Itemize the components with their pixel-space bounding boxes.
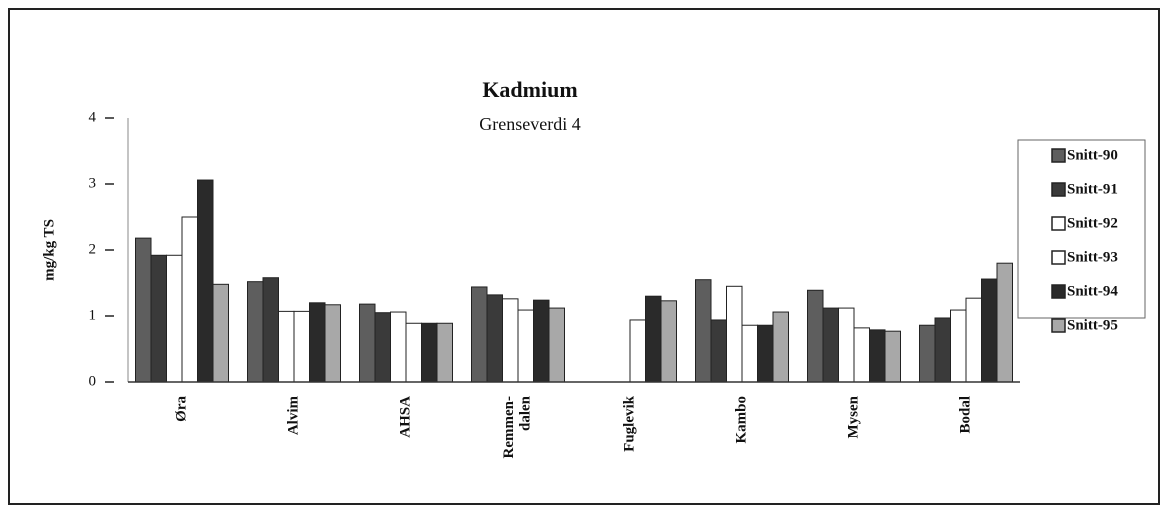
legend-label: Snitt-95 (1067, 317, 1118, 333)
bar (197, 179, 214, 383)
bar (533, 299, 550, 383)
bar (645, 295, 662, 383)
legend-box (1017, 139, 1146, 319)
frame (8, 8, 1160, 505)
bar (807, 289, 824, 383)
y-tick-label: 0 (89, 373, 97, 389)
bar (822, 307, 839, 383)
bar (695, 279, 712, 383)
y-tick-label: 3 (89, 175, 97, 191)
legend-label: Snitt-92 (1067, 215, 1118, 231)
legend-label: Snitt-90 (1067, 147, 1118, 163)
bar (629, 319, 646, 383)
x-tick-label: Øra (173, 396, 189, 422)
legend-label: Snitt-93 (1067, 249, 1118, 265)
legend-swatch (1051, 250, 1066, 265)
x-tick-label: Remmen-dalen (501, 395, 534, 458)
x-tick-label: Fuglevik (621, 395, 637, 451)
bar (726, 285, 743, 383)
bar (486, 294, 503, 383)
bar (853, 327, 870, 383)
y-axis-label: mg/kg TS (41, 219, 57, 281)
bar (390, 311, 407, 383)
legend-swatch (1051, 284, 1066, 299)
bar (309, 302, 326, 383)
bar (278, 310, 295, 383)
bar (181, 216, 198, 383)
bar (710, 319, 727, 383)
bar (436, 322, 453, 383)
bar (884, 330, 901, 383)
x-tick-label: AHSA (397, 396, 413, 438)
legend-swatch (1051, 182, 1066, 197)
bar (934, 317, 951, 383)
x-tick-label: Alvim (285, 396, 301, 436)
bar (965, 297, 982, 383)
bar (262, 277, 279, 383)
bar (324, 304, 341, 383)
bar (212, 283, 229, 383)
legend-swatch (1051, 148, 1066, 163)
legend-swatch (1051, 216, 1066, 231)
y-tick-label: 1 (89, 307, 97, 323)
bar (359, 303, 376, 383)
bar (247, 281, 264, 383)
chart-title: Kadmium (482, 77, 577, 102)
bar (293, 310, 310, 383)
bar (502, 298, 519, 383)
legend-label: Snitt-91 (1067, 181, 1118, 197)
y-tick-label: 4 (89, 109, 97, 125)
chart-subtitle: Grenseverdi 4 (479, 114, 580, 134)
x-tick-label: Kambo (733, 396, 749, 444)
legend-label: Snitt-94 (1067, 283, 1118, 299)
bar (660, 300, 677, 383)
x-tick-label: Bodal (957, 396, 973, 434)
bar (757, 324, 774, 383)
bar (981, 278, 998, 383)
bar (772, 311, 789, 383)
bar (166, 254, 183, 383)
bar (471, 286, 488, 383)
bar (741, 324, 758, 383)
bar (374, 312, 391, 383)
bar (517, 309, 534, 383)
bar (135, 237, 152, 383)
bar (421, 322, 438, 383)
bar (838, 307, 855, 383)
bar (869, 329, 886, 383)
bar (996, 262, 1013, 383)
bar (150, 254, 167, 383)
bar (919, 324, 936, 383)
legend-swatch (1051, 318, 1066, 333)
bar (548, 307, 565, 383)
x-tick-label: Mysen (845, 395, 861, 438)
y-tick-label: 2 (89, 241, 97, 257)
bar (950, 309, 967, 383)
bar (405, 322, 422, 383)
